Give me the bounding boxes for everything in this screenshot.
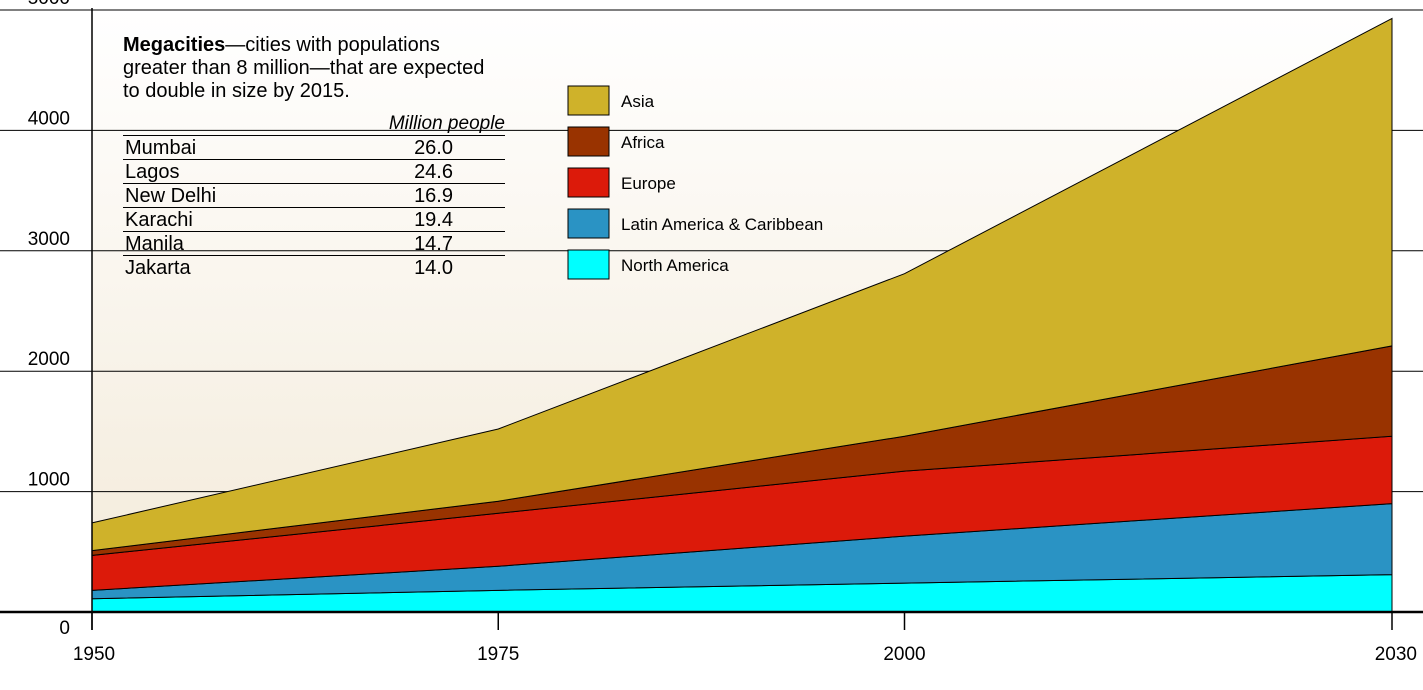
inset-title-bold: Megacities [123, 34, 226, 56]
city-name: Mumbai [125, 137, 197, 159]
city-name: New Delhi [125, 185, 217, 207]
city-name: Manila [125, 233, 184, 255]
city-value: 16.9 [414, 185, 453, 207]
legend-swatch [567, 85, 610, 116]
x-tick-label: 2000 [883, 644, 925, 665]
legend-swatch [567, 208, 610, 239]
city-row: Mumbai 26.0 [123, 135, 505, 159]
x-tick-label: 1950 [73, 644, 115, 665]
legend-label: Asia [621, 92, 655, 111]
y-tick-label: 0 [59, 618, 70, 639]
city-name: Jakarta [125, 257, 191, 279]
axes [0, 8, 1423, 630]
legend-label: North America [621, 256, 729, 275]
legend-label: Africa [621, 133, 665, 152]
inset-unit-label: Million people [388, 113, 505, 134]
city-row: Manila 14.7 [123, 231, 505, 255]
x-tick-label: 1975 [477, 644, 519, 665]
city-value: 14.7 [414, 233, 453, 255]
area-asia [91, 17, 1393, 552]
city-row: New Delhi 16.9 [123, 183, 505, 207]
area-series [91, 17, 1393, 613]
x-tick-labels: 1950 1975 2000 2030 [73, 644, 1417, 665]
inset-title-rest: —cities with populations greater than 8 … [123, 34, 485, 102]
city-table: Mumbai 26.0 Lagos 24.6 New Delhi 16.9 Karachi 1… [123, 135, 505, 279]
megacities-inset: Megacities—cities with populations great… [123, 34, 505, 279]
city-name: Lagos [125, 161, 180, 183]
x-tick-label: 2030 [1375, 644, 1417, 665]
city-name: Karachi [125, 209, 193, 231]
y-tick-label: 2000 [28, 349, 70, 370]
legend-swatch [567, 249, 610, 280]
legend-swatch [567, 126, 610, 157]
y-tick-label: 1000 [28, 470, 70, 491]
legend-swatch [567, 167, 610, 198]
y-tick-label: 3000 [28, 229, 70, 250]
legend-label: Latin America & Caribbean [621, 215, 823, 234]
city-row: Lagos 24.6 [123, 159, 505, 183]
city-row: Karachi 19.4 [123, 207, 505, 231]
city-value: 14.0 [414, 257, 453, 279]
inset-title: Megacities—cities with populations great… [123, 34, 505, 103]
city-row: Jakarta 14.0 [123, 255, 505, 279]
city-value: 26.0 [414, 137, 453, 159]
legend-label: Europe [621, 174, 676, 193]
y-tick-label: 5000 [28, 0, 70, 9]
city-value: 24.6 [414, 161, 453, 183]
y-tick-label: 4000 [28, 108, 70, 129]
y-tick-labels: 0 1000 2000 3000 4000 5000 [28, 0, 70, 639]
legend: Asia Africa Europe Latin America & Caribbea… [567, 85, 823, 280]
city-value: 19.4 [414, 209, 453, 231]
